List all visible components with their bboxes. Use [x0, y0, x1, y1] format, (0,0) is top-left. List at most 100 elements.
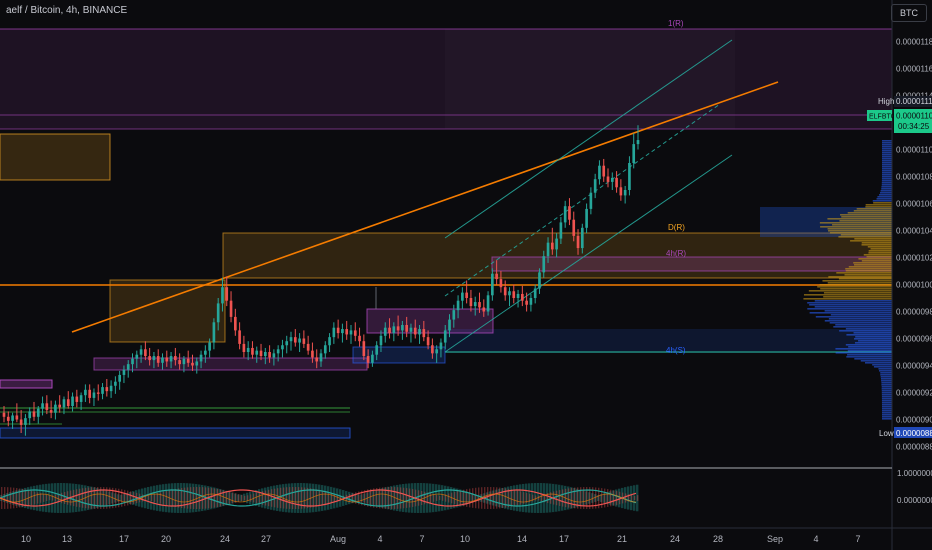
volume-profile-bar [814, 300, 892, 302]
volume-profile-bar [868, 250, 892, 252]
volume-profile-bar [881, 160, 892, 162]
osc-teal-band [36, 485, 39, 511]
candle-body [49, 410, 53, 413]
y-tick-label: 0.00000880 [896, 443, 932, 452]
osc-teal-band [87, 485, 90, 511]
osc-red-band [286, 487, 288, 509]
volume-profile-bar [815, 316, 892, 318]
volume-profile-bar [881, 390, 892, 392]
candle-body [204, 350, 207, 355]
volume-profile-bar [881, 182, 892, 184]
osc-teal-band [198, 484, 201, 512]
volume-profile-bar [809, 312, 892, 314]
candle-body [418, 329, 421, 335]
osc-teal-band [12, 491, 15, 505]
osc-red-band [334, 493, 336, 503]
osc-red-band [133, 492, 135, 504]
osc-teal-band [243, 493, 246, 503]
osc-red-band [355, 492, 357, 504]
top-dark-zone [445, 29, 735, 129]
osc-red-band [25, 489, 27, 507]
osc-teal-band [6, 493, 9, 503]
osc-red-band [523, 492, 525, 504]
level-label-dr: D(R) [668, 223, 685, 232]
candle-body [54, 404, 57, 413]
osc-red-band [22, 488, 24, 508]
osc-red-band [409, 488, 411, 508]
osc-teal-band [60, 483, 63, 513]
osc-red-band [97, 487, 99, 509]
volume-profile-bar [877, 196, 892, 198]
osc-red-band [274, 488, 276, 508]
osc-red-band [58, 493, 60, 503]
osc-red-band [160, 492, 162, 504]
x-axis-ticks[interactable]: 10 13 17 20 24 27 Aug 4 7 10 14 17 21 24 28 Sep 4 7 [21, 534, 861, 544]
candle-body [255, 350, 259, 355]
osc-teal-band [78, 484, 81, 512]
osc-teal-band [486, 492, 489, 504]
osc-teal-band [495, 489, 498, 507]
candle-body [131, 358, 134, 365]
candle-body [443, 330, 447, 343]
osc-red-band [412, 489, 414, 507]
candle-body [36, 408, 40, 417]
osc-teal-band [336, 488, 339, 508]
volume-profile-bar [881, 176, 892, 178]
osc-teal-band [279, 484, 282, 512]
osc-red-band [379, 487, 381, 509]
osc-teal-band [501, 488, 504, 508]
osc-tick-1: 1.00000000 [897, 469, 932, 478]
candle-body [431, 345, 434, 354]
osc-red-band [256, 492, 258, 504]
osc-teal-band [285, 483, 288, 513]
volume-profile-bar [863, 254, 892, 256]
osc-red-band [328, 492, 330, 504]
osc-red-band [403, 487, 405, 509]
osc-teal-band [294, 483, 297, 513]
osc-teal-band [504, 487, 507, 509]
osc-red-band [193, 487, 195, 509]
y-axis-ticks[interactable]: 0.000011800.000011600.000011400.00001100… [896, 38, 932, 452]
volume-profile-bar [819, 284, 892, 286]
osc-teal-band [363, 493, 366, 503]
osc-red-band [469, 488, 471, 508]
volume-profile-bar [861, 244, 892, 246]
osc-red-band [634, 495, 636, 501]
x-tick-label: 17 [559, 534, 569, 544]
osc-red-band [142, 494, 144, 502]
candle-body [28, 411, 32, 419]
osc-teal-band [273, 485, 276, 511]
osc-teal-band [381, 488, 384, 508]
symbol-box[interactable]: BTC [891, 4, 927, 22]
osc-red-band [592, 487, 594, 509]
volume-profile-bar [832, 224, 892, 226]
osc-teal-band [624, 487, 627, 509]
osc-red-band [181, 488, 183, 508]
osc-red-band [304, 487, 306, 509]
osc-teal-band [114, 493, 117, 503]
osc-red-band [163, 491, 165, 505]
volume-profile-bar [847, 212, 892, 214]
osc-teal-band [390, 486, 393, 510]
volume-profile-bar [823, 296, 892, 298]
osc-red-band [427, 492, 429, 504]
osc-red-band [340, 495, 342, 501]
candle-body [208, 342, 211, 351]
osc-red-band [178, 488, 180, 508]
volume-profile-bar [870, 248, 892, 250]
osc-red-band [568, 488, 570, 508]
volume-profile-bar [861, 260, 892, 262]
volume-profile-bar [876, 198, 892, 200]
osc-red-band [31, 490, 33, 506]
osc-teal-band [204, 485, 207, 511]
osc-teal-band [240, 494, 243, 502]
candle-body [529, 298, 533, 305]
osc-red-band [184, 487, 186, 509]
candle-body [225, 287, 229, 301]
osc-red-band [433, 494, 435, 502]
candle-body [212, 322, 216, 343]
volume-profile-bar [853, 332, 892, 334]
